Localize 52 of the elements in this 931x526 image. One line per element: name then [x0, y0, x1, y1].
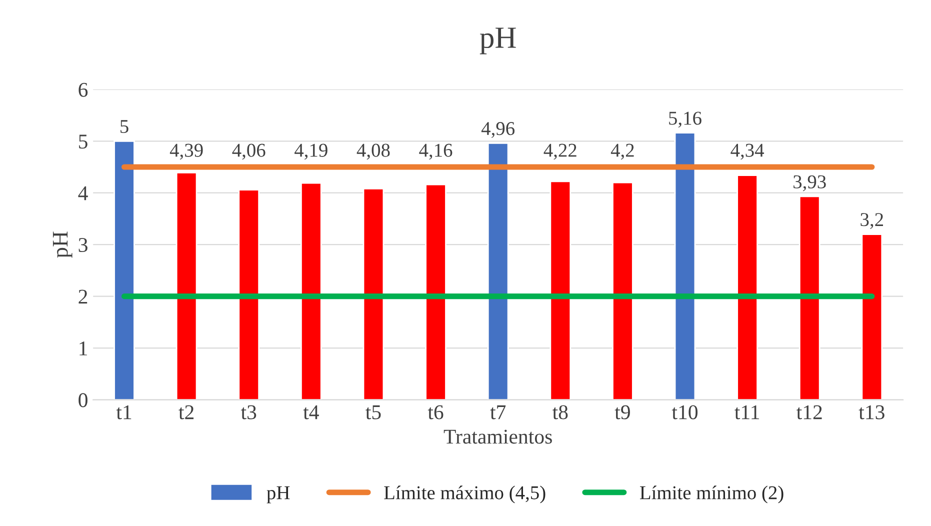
bar [238, 189, 260, 400]
data-label: 4,08 [356, 144, 390, 160]
y-tick-label: 3 [78, 238, 88, 252]
x-tick-label: t9 [614, 405, 630, 420]
bar [550, 180, 572, 400]
chart-title: pH [480, 28, 516, 54]
bar [612, 182, 634, 400]
data-label: 4,19 [294, 144, 328, 160]
bar [674, 132, 696, 400]
y-axis-title: pH [52, 232, 72, 258]
data-label: 4,2 [610, 144, 634, 160]
legend-label: Límite máximo (4,5) [384, 486, 546, 504]
bar [114, 140, 135, 400]
data-label: 4,96 [481, 122, 515, 138]
y-tick-label: 2 [78, 290, 88, 304]
bar [362, 188, 384, 400]
bar [798, 196, 820, 400]
bar [736, 174, 758, 400]
x-tick-label: t7 [490, 405, 506, 420]
y-tick-label: 0 [78, 393, 88, 408]
y-tick-label: 5 [79, 134, 88, 149]
legend-label: Límite mínimo (2) [640, 486, 784, 504]
data-label: 5,16 [669, 112, 702, 128]
data-label: 3,93 [794, 175, 826, 192]
bar [176, 172, 198, 400]
y-tick-label: 6 [78, 82, 88, 97]
x-tick-label: t2 [178, 405, 194, 420]
legend-label: pH [266, 486, 290, 504]
data-label: 4,34 [730, 144, 764, 160]
data-label: 4,22 [544, 144, 576, 160]
bar [300, 182, 322, 400]
x-tick-label: t11 [734, 405, 759, 420]
data-label: 5 [120, 120, 128, 134]
y-tick-label: 4 [78, 186, 88, 200]
bar [425, 184, 446, 400]
x-tick-label: t5 [366, 405, 381, 420]
y-tick-label: 1 [80, 342, 87, 356]
data-label: 4,06 [232, 144, 266, 160]
data-label: 4,39 [170, 144, 203, 160]
x-axis-title: Tratamientos [444, 430, 552, 444]
bar [861, 234, 883, 400]
data-label: 4,16 [419, 144, 452, 160]
x-tick-label: t3 [240, 405, 256, 420]
x-tick-label: t8 [552, 405, 568, 420]
data-label: 3,2 [860, 213, 883, 229]
x-tick-label: t12 [796, 405, 822, 420]
x-tick-label: t10 [672, 405, 698, 420]
x-tick-label: t13 [858, 405, 884, 420]
x-tick-label: t4 [303, 405, 319, 420]
x-tick-label: t1 [116, 405, 132, 420]
bar [487, 142, 509, 400]
x-tick-label: t6 [428, 405, 444, 420]
